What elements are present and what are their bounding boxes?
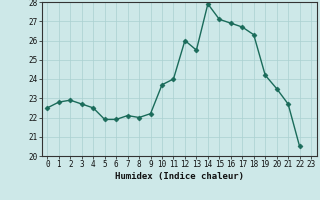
X-axis label: Humidex (Indice chaleur): Humidex (Indice chaleur) bbox=[115, 172, 244, 181]
